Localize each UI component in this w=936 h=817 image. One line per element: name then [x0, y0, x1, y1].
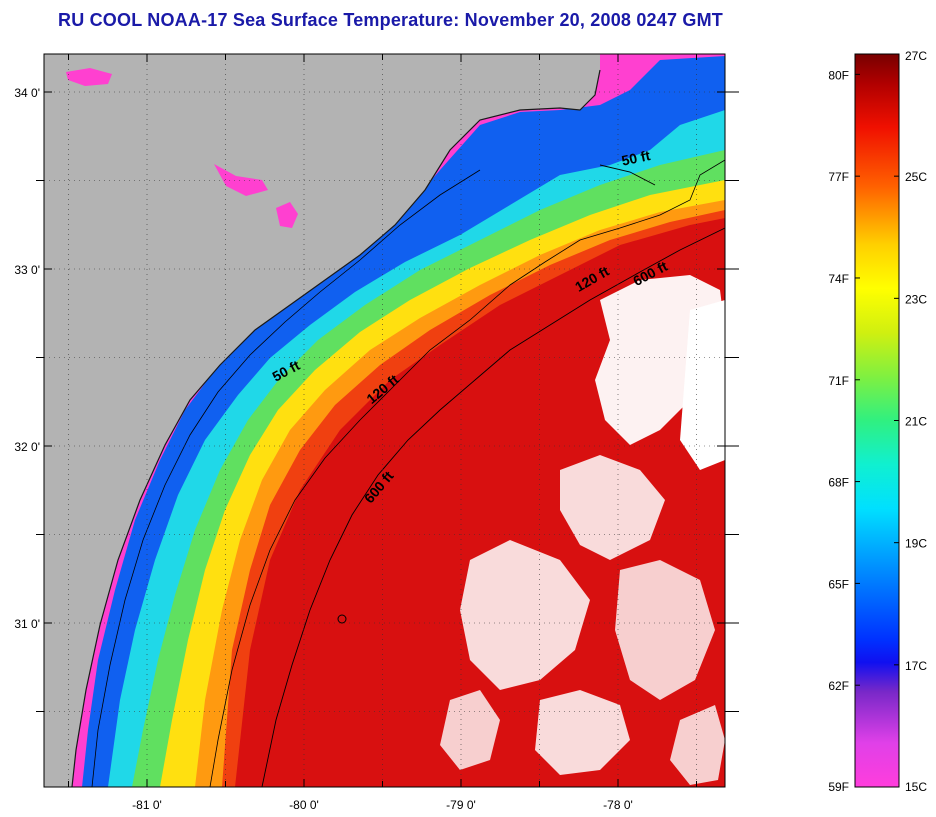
- celsius-label: 27C: [905, 49, 927, 63]
- lon-tick-label: -81 0': [132, 798, 162, 812]
- fahrenheit-label: 62F: [828, 679, 849, 693]
- contour-120ft: [209, 159, 725, 787]
- inland-lake: [66, 68, 112, 86]
- graticule: [44, 54, 725, 787]
- fahrenheit-label: 59F: [828, 780, 849, 794]
- contour-50ft: [599, 164, 656, 186]
- fahrenheit-label: 74F: [828, 272, 849, 286]
- map-axes: -81 0' -80 0' -79 0' -78 0' 34 0' 33 0' 32 0' 3…: [14, 54, 739, 812]
- celsius-label: 23C: [905, 292, 927, 306]
- map-frame: [43, 53, 726, 788]
- contour-600ft: [261, 227, 725, 787]
- lat-tick-label: 34 0': [14, 86, 40, 100]
- coastline: [71, 69, 601, 787]
- lat-tick-label: 32 0': [14, 440, 40, 454]
- lon-tick-label: -79 0': [446, 798, 476, 812]
- fahrenheit-scale: 80F 77F 74F 71F 68F 65F 62F 59F: [828, 68, 860, 794]
- inland-lake: [276, 202, 298, 228]
- land-mass: [44, 54, 600, 787]
- contour-label: 50 ft: [620, 147, 652, 169]
- fahrenheit-label: 80F: [828, 68, 849, 82]
- colorbar-gradient: [854, 53, 900, 788]
- inland-lake: [214, 164, 268, 196]
- celsius-label: 19C: [905, 537, 927, 551]
- celsius-label: 21C: [905, 415, 927, 429]
- fahrenheit-label: 77F: [828, 170, 849, 184]
- fahrenheit-label: 65F: [828, 577, 849, 591]
- chart-title: RU COOL NOAA-17 Sea Surface Temperature:…: [58, 10, 723, 30]
- fahrenheit-label: 71F: [828, 374, 849, 388]
- lon-tick-label: -78 0': [603, 798, 633, 812]
- station-marker: [337, 614, 347, 624]
- celsius-label: 17C: [905, 659, 927, 673]
- contour-50ft: [91, 169, 481, 787]
- fahrenheit-label: 68F: [828, 476, 849, 490]
- celsius-label: 15C: [905, 780, 927, 794]
- lat-tick-label: 33 0': [14, 263, 40, 277]
- celsius-label: 25C: [905, 170, 927, 184]
- lat-tick-label: 31 0': [14, 617, 40, 631]
- celsius-scale: 27C 25C 23C 21C 19C 17C 15C: [894, 49, 927, 794]
- cloud-patches: [440, 275, 725, 785]
- lon-tick-label: -80 0': [289, 798, 319, 812]
